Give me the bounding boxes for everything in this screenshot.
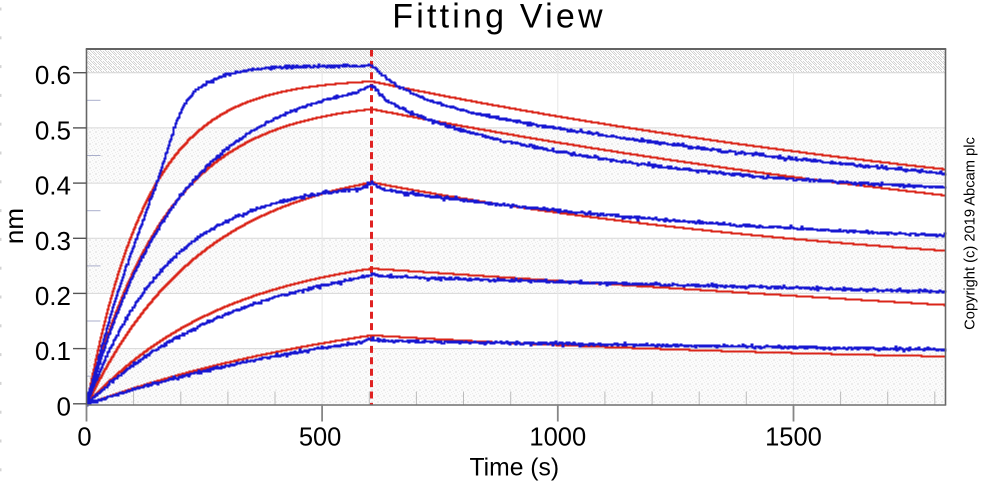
svg-text:0.3: 0.3 <box>35 226 71 256</box>
svg-text:Time (s): Time (s) <box>470 454 560 481</box>
svg-text:0.2: 0.2 <box>35 281 71 311</box>
svg-text:Fitting View: Fitting View <box>392 0 606 36</box>
svg-text:0.4: 0.4 <box>35 171 71 201</box>
svg-text:0.5: 0.5 <box>35 115 71 145</box>
svg-text:0.6: 0.6 <box>35 60 71 90</box>
svg-text:500: 500 <box>299 424 342 452</box>
svg-text:1500: 1500 <box>765 424 822 452</box>
svg-text:1000: 1000 <box>529 424 586 452</box>
svg-text:0: 0 <box>77 424 91 452</box>
svg-text:0: 0 <box>57 391 71 421</box>
svg-text:nm: nm <box>0 208 29 244</box>
svg-text:0.1: 0.1 <box>35 336 71 366</box>
svg-text:Copyright (c) 2019 Abcam plc: Copyright (c) 2019 Abcam plc <box>963 137 979 330</box>
